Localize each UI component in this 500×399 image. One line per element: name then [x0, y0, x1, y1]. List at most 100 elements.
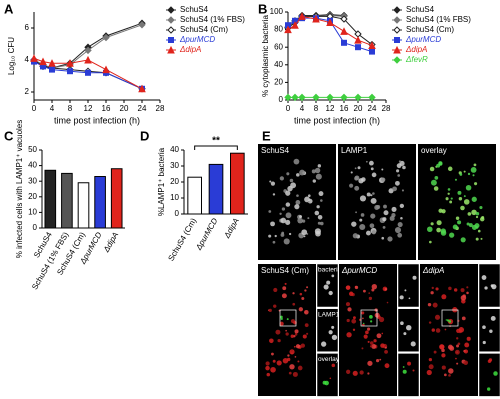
speckle	[372, 192, 375, 195]
speckle	[320, 199, 323, 202]
speckle	[275, 329, 281, 335]
legend-label: SchuS4	[180, 5, 209, 14]
speckle	[457, 190, 462, 195]
y-tick-label: 0	[279, 95, 284, 104]
speckle	[436, 227, 441, 233]
marker	[354, 93, 362, 102]
speckle	[448, 286, 452, 291]
speckle	[331, 325, 335, 329]
speckle	[352, 328, 356, 331]
marker	[326, 18, 334, 27]
speckle	[447, 166, 453, 172]
speckle	[362, 317, 364, 320]
speckle	[293, 345, 296, 348]
speckle	[428, 357, 433, 362]
speckle	[374, 205, 380, 210]
speckle	[290, 334, 294, 338]
speckle	[408, 297, 411, 300]
speckle	[276, 360, 282, 366]
speckle	[481, 216, 485, 220]
zoom-box	[441, 309, 459, 327]
speckle	[371, 344, 377, 349]
speckle	[371, 172, 377, 178]
speckle	[370, 194, 373, 197]
speckle	[381, 332, 384, 335]
speckle	[323, 284, 329, 290]
speckle	[382, 225, 386, 229]
speckle	[444, 328, 447, 331]
speckle	[441, 353, 446, 358]
speckle	[435, 328, 441, 333]
micrograph	[338, 144, 416, 260]
speckle	[381, 236, 385, 240]
speckle	[407, 361, 412, 366]
speckle	[379, 358, 382, 361]
speckle	[294, 356, 297, 358]
panel-letter: A	[4, 1, 14, 16]
speckle	[404, 289, 407, 292]
zoom-box	[360, 309, 378, 327]
speckle	[367, 360, 373, 366]
marker	[84, 46, 92, 55]
speckle	[454, 178, 457, 181]
speckle	[474, 182, 478, 186]
speckle	[432, 302, 438, 308]
marker	[340, 15, 348, 23]
speckle	[475, 237, 479, 241]
speckle	[381, 168, 384, 171]
speckle	[460, 205, 465, 211]
speckle	[397, 221, 403, 228]
y-tick-label: 30	[170, 161, 179, 170]
speckle	[283, 238, 290, 245]
speckle	[449, 200, 453, 204]
speckle	[444, 373, 447, 377]
speckle	[471, 224, 478, 230]
speckle	[370, 320, 373, 323]
legend-label: SchuS4 (1% FBS)	[180, 15, 245, 24]
speckle	[369, 345, 373, 348]
speckle	[464, 342, 470, 348]
speckle	[449, 232, 455, 238]
speckle	[361, 347, 364, 350]
marker	[284, 93, 292, 102]
speckle	[399, 203, 405, 209]
speckle	[354, 185, 360, 191]
speckle	[429, 166, 435, 172]
inset-label: overlay	[318, 356, 340, 363]
speckle	[381, 177, 386, 182]
speckle	[406, 324, 412, 331]
speckle	[284, 282, 287, 285]
legend-label: SchuS4 (Cm)	[180, 25, 228, 34]
speckle	[289, 178, 294, 183]
speckle	[359, 195, 367, 202]
speckle	[316, 205, 320, 209]
speckle	[307, 217, 310, 220]
speckle	[361, 311, 365, 315]
speckle	[272, 359, 276, 363]
speckle	[303, 235, 306, 238]
bar	[208, 163, 224, 215]
speckle	[475, 211, 480, 216]
speckle	[349, 183, 354, 188]
speckle	[269, 338, 274, 344]
speckle	[354, 285, 359, 290]
speckle	[347, 334, 350, 337]
speckle	[295, 200, 301, 205]
speckle	[463, 360, 469, 366]
speckle	[304, 323, 309, 328]
bar	[44, 169, 57, 229]
speckle	[395, 180, 400, 186]
speckle	[384, 363, 390, 369]
speckle	[351, 318, 357, 324]
speckle	[457, 342, 461, 346]
speckle	[466, 222, 470, 226]
speckle	[292, 302, 296, 306]
micrograph	[418, 144, 496, 260]
speckle	[467, 212, 472, 216]
speckle	[433, 350, 437, 354]
x-tick-label: 12	[84, 104, 93, 113]
speckle	[468, 223, 473, 228]
speckle	[270, 221, 275, 227]
speckle	[457, 220, 462, 225]
